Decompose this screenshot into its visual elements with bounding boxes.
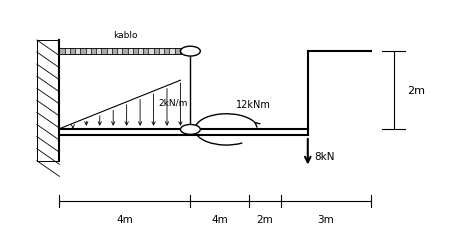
Bar bbox=[101, 49, 106, 55]
Bar bbox=[169, 49, 175, 55]
Text: 4m: 4m bbox=[116, 215, 133, 225]
Bar bbox=[164, 49, 169, 55]
Bar bbox=[75, 49, 80, 55]
Bar bbox=[86, 49, 91, 55]
Bar bbox=[175, 49, 180, 55]
Bar bbox=[127, 49, 133, 55]
Bar bbox=[59, 49, 65, 55]
Bar bbox=[106, 49, 112, 55]
Bar bbox=[143, 49, 149, 55]
Text: 2kN/m: 2kN/m bbox=[159, 99, 188, 107]
Bar bbox=[80, 49, 86, 55]
Bar bbox=[117, 49, 122, 55]
Text: 12kNm: 12kNm bbox=[236, 100, 271, 110]
Bar bbox=[65, 49, 70, 55]
Text: 4m: 4m bbox=[212, 215, 228, 225]
Bar bbox=[112, 49, 117, 55]
Text: kablo: kablo bbox=[113, 31, 137, 40]
Bar bbox=[96, 49, 101, 55]
Text: 8kN: 8kN bbox=[314, 152, 335, 162]
Bar bbox=[154, 49, 159, 55]
Circle shape bbox=[180, 47, 200, 57]
Bar bbox=[149, 49, 154, 55]
Text: 2m: 2m bbox=[407, 86, 425, 96]
Bar bbox=[37, 41, 59, 161]
Bar bbox=[138, 49, 143, 55]
Bar bbox=[180, 49, 185, 55]
Bar bbox=[122, 49, 127, 55]
Bar bbox=[159, 49, 164, 55]
Text: 2m: 2m bbox=[256, 215, 273, 225]
Circle shape bbox=[180, 125, 200, 135]
Bar bbox=[133, 49, 138, 55]
Bar bbox=[70, 49, 75, 55]
Text: 3m: 3m bbox=[318, 215, 334, 225]
Bar bbox=[185, 49, 190, 55]
Bar bbox=[91, 49, 96, 55]
